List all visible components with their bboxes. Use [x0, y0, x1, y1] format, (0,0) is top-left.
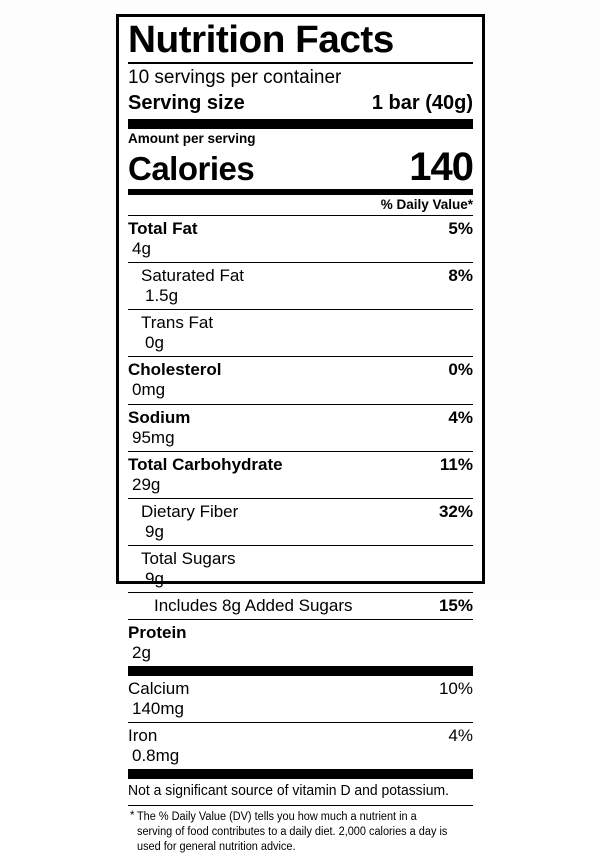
footnote-text: The % Daily Value (DV) tells you how muc…: [137, 810, 448, 854]
nutrient-name-amount-group: Total Sugars 9g: [141, 549, 236, 589]
nutrient-row-divider: [128, 450, 473, 452]
nutrient-row-divider: [128, 591, 473, 593]
divider-above-vitamins: [128, 666, 473, 677]
nutrient-amount: 9g: [145, 568, 164, 588]
nutrient-amount: 95mg: [132, 427, 175, 447]
nutrient-name-amount-group: Saturated Fat 1.5g: [141, 266, 244, 306]
nutrient-name: Total Carbohydrate: [128, 454, 283, 474]
nutrient-row: Total Carbohydrate 29g 11%: [128, 452, 473, 498]
nutrient-name-amount-group: Total Fat 4g: [128, 219, 198, 259]
nutrient-row: Trans Fat 0g: [128, 310, 473, 356]
nutrient-amount: 4g: [132, 239, 151, 259]
divider-under-title: [128, 62, 473, 64]
nutrient-name: Sodium: [128, 407, 191, 427]
page-title: Nutrition Facts: [128, 19, 394, 61]
nutrient-name: Total Fat: [128, 219, 198, 239]
nutrient-name-amount-group: Dietary Fiber 9g: [141, 502, 238, 542]
nutrient-row: Dietary Fiber 9g 32%: [128, 499, 473, 545]
nutrient-daily-value: 32%: [438, 501, 473, 521]
nutrient-daily-value: 0%: [448, 360, 473, 380]
nutrient-name: Saturated Fat: [141, 266, 245, 286]
nutrient-daily-value: 5%: [448, 219, 473, 239]
calories-value: 140: [409, 144, 474, 189]
nutrient-name: Trans Fat: [141, 313, 214, 333]
vitamin-daily-value: 10%: [438, 679, 473, 699]
nutrient-name: Protein: [128, 622, 187, 642]
nutrient-daily-value: 11%: [439, 454, 473, 474]
nutrient-amount: 29g: [132, 474, 161, 494]
vitamin-row: Calcium 140mg 10%: [128, 676, 473, 722]
nutrient-row-divider: [128, 497, 473, 499]
vitamin-row: Iron 0.8mg 4%: [128, 723, 473, 769]
divider-under-calories: [128, 188, 473, 195]
vitamin-daily-value: 4%: [448, 726, 473, 746]
nutrient-list: Total Fat 4g 5% Saturated Fat 1.5g 8% Trans Fa…: [128, 215, 473, 666]
nutrient-amount: 2g: [132, 642, 151, 662]
nutrient-name-amount-group: Total Carbohydrate 29g: [128, 455, 283, 495]
nutrient-row: Protein 2g: [128, 620, 473, 666]
daily-value-footnote: * The % Daily Value (DV) tells you how m…: [128, 806, 473, 857]
nutrient-row: Saturated Fat 1.5g 8%: [128, 263, 473, 309]
vitamin-amount: 140mg: [132, 699, 184, 719]
nutrient-name: Total Sugars: [141, 548, 236, 568]
nutrient-name-amount-group: Sodium 95mg: [128, 408, 190, 448]
nutrient-row: Sodium 95mg 4%: [128, 405, 473, 451]
nutrient-name-amount-group: Cholesterol 0mg: [128, 360, 222, 400]
nutrient-row-divider: [128, 215, 473, 217]
calories-label: Calories: [128, 149, 255, 187]
nutrient-name-amount-group: Trans Fat 0g: [141, 313, 213, 353]
serving-size-row: Serving size 1 bar (40g): [128, 90, 473, 119]
nutrient-name: Includes 8g Added Sugars: [154, 595, 353, 615]
footnote-asterisk: *: [130, 809, 135, 822]
nutrient-amount: 1.5g: [145, 286, 179, 306]
nutrient-name-amount-group: Calcium 140mg: [128, 679, 189, 719]
nutrient-row: Includes 8g Added Sugars 15%: [128, 593, 473, 619]
nutrient-name: Dietary Fiber: [141, 501, 239, 521]
nutrient-row-divider: [128, 544, 473, 546]
divider-above-calories: [128, 118, 473, 129]
nutrient-amount: 9g: [145, 521, 164, 541]
vitamin-name: Iron: [128, 726, 158, 746]
nutrient-daily-value: 15%: [438, 595, 473, 615]
nutrient-row-divider: [128, 309, 473, 311]
daily-value-header: % Daily Value*: [380, 196, 473, 212]
divider-under-vitamins: [128, 769, 473, 780]
nutrient-daily-value: 8%: [448, 266, 473, 286]
nutrient-row-divider: [128, 262, 473, 264]
not-significant-source-note: Not a significant source of vitamin D an…: [128, 782, 450, 800]
nutrient-amount: 0g: [145, 333, 164, 353]
serving-size-label: Serving size: [128, 91, 245, 114]
vitamin-amount: 0.8mg: [132, 746, 180, 766]
nutrient-row: Total Sugars 9g: [128, 546, 473, 592]
nutrient-row: Cholesterol 0mg 0%: [128, 357, 473, 403]
nutrition-facts-panel: Nutrition Facts 10 servings per containe…: [116, 14, 485, 853]
vitamin-mineral-list: Calcium 140mg 10% Iron 0.8mg 4%: [128, 676, 473, 769]
amount-per-serving-label: Amount per serving: [128, 130, 256, 146]
nutrient-name: Cholesterol: [128, 360, 222, 380]
nutrient-amount: 0mg: [132, 380, 166, 400]
vitamin-name: Calcium: [128, 679, 190, 699]
servings-per-container: 10 servings per container: [128, 67, 342, 88]
nutrient-row-divider: [128, 403, 473, 405]
nutrient-row: Total Fat 4g 5%: [128, 216, 473, 262]
nutrient-name-amount-group: Iron 0.8mg: [128, 726, 179, 766]
nutrient-row-divider: [128, 356, 473, 358]
serving-size-value: 1 bar (40g): [371, 91, 473, 114]
calories-row: Calories 140: [128, 144, 474, 189]
nutrient-daily-value: 4%: [448, 407, 473, 427]
nutrient-name-amount-group: Protein 2g: [128, 623, 187, 663]
screenshot-canvas: Nutrition Facts 10 servings per containe…: [116, 14, 485, 854]
